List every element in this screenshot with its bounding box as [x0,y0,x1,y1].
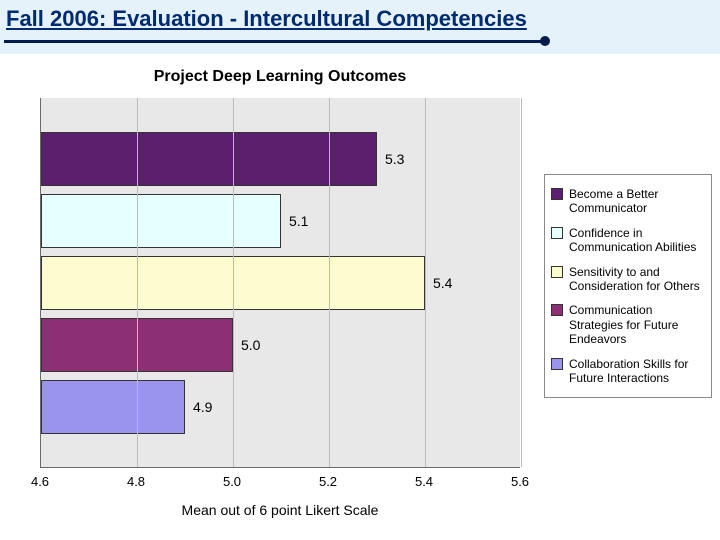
legend-swatch [551,227,563,239]
legend-label: Become a Better Communicator [569,187,705,216]
bar [41,132,377,186]
bar-row: 4.9 [41,376,520,438]
legend-item: Become a Better Communicator [551,187,705,216]
gridline [329,98,330,467]
x-tick-label: 5.4 [415,474,433,489]
gridline [425,98,426,467]
bar-value-label: 4.9 [193,399,212,415]
legend-label: Communication Strategies for Future Ende… [569,303,705,346]
bar-row: 5.1 [41,190,520,252]
slide-title: Fall 2006: Evaluation - Intercultural Co… [4,6,716,32]
header-rule-dot [540,36,550,46]
x-axis-title: Mean out of 6 point Likert Scale [40,502,520,518]
bar [41,194,281,248]
legend-swatch [551,266,563,278]
legend-label: Sensitivity to and Consideration for Oth… [569,265,705,294]
gridline [233,98,234,467]
legend-item: Sensitivity to and Consideration for Oth… [551,265,705,294]
gridline [521,98,522,467]
chart-legend: Become a Better Communicator Confidence i… [544,174,712,398]
legend-label: Confidence in Communication Abilities [569,226,705,255]
x-tick-label: 4.8 [127,474,145,489]
bar-value-label: 5.4 [433,275,452,291]
legend-swatch [551,358,563,370]
x-tick-label: 5.6 [511,474,529,489]
legend-item: Confidence in Communication Abilities [551,226,705,255]
x-tick-label: 5.0 [223,474,241,489]
chart-title: Project Deep Learning Outcomes [0,68,560,86]
slide-header: Fall 2006: Evaluation - Intercultural Co… [0,0,720,54]
legend-item: Communication Strategies for Future Ende… [551,303,705,346]
x-axis-ticks: 4.64.85.05.25.45.6 [40,474,520,494]
bar-value-label: 5.1 [289,213,308,229]
bar [41,380,185,434]
bar-group: 5.3 5.1 5.4 5.0 4.9 [41,128,520,437]
bar-row: 5.4 [41,252,520,314]
legend-swatch [551,188,563,200]
bar-value-label: 5.0 [241,337,260,353]
chart-area: Project Deep Learning Outcomes 5.3 5.1 5.4… [0,54,720,540]
bar-row: 5.3 [41,128,520,190]
gridline [137,98,138,467]
header-rule [4,40,544,43]
legend-swatch [551,304,563,316]
legend-item: Collaboration Skills for Future Interact… [551,357,705,386]
x-tick-label: 4.6 [31,474,49,489]
bar-row: 5.0 [41,314,520,376]
bar-value-label: 5.3 [385,151,404,167]
x-tick-label: 5.2 [319,474,337,489]
legend-label: Collaboration Skills for Future Interact… [569,357,705,386]
chart-plot: 5.3 5.1 5.4 5.0 4.9 [40,98,520,468]
